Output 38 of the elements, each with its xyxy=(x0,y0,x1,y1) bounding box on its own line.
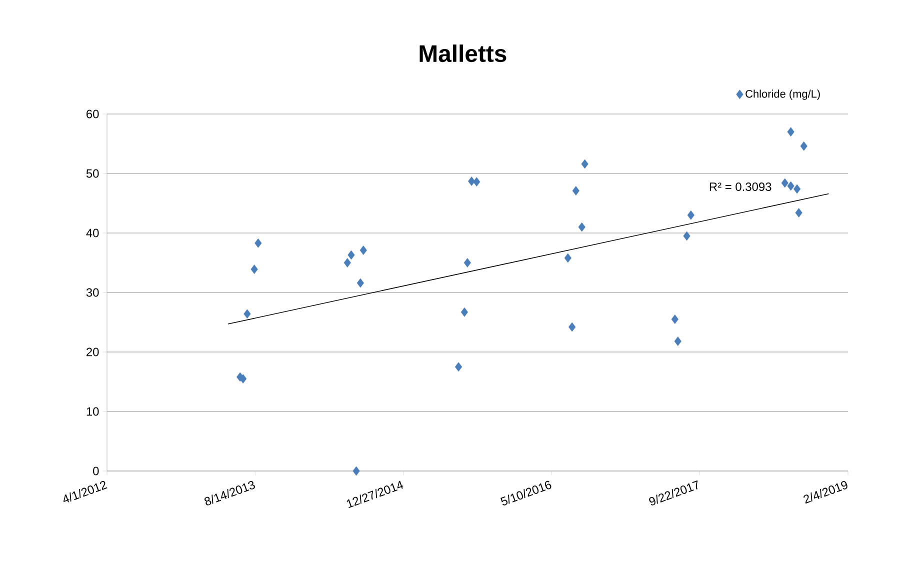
point xyxy=(460,307,468,317)
point xyxy=(244,309,251,319)
point xyxy=(787,127,794,137)
y-tick-label: 60 xyxy=(86,110,99,118)
annotation: R² = 0.3093 xyxy=(710,182,772,191)
point xyxy=(468,176,476,186)
point xyxy=(344,258,351,268)
point xyxy=(787,181,794,191)
point xyxy=(578,222,586,232)
point xyxy=(572,186,580,196)
y-tick-label: 10 xyxy=(86,407,99,416)
legend-label: Chloride (mg/L) xyxy=(746,90,820,100)
chart-title: Malletts xyxy=(420,44,506,62)
point xyxy=(473,177,480,187)
y-tick-label: 20 xyxy=(86,348,99,356)
point xyxy=(674,336,682,346)
point xyxy=(795,208,802,218)
point xyxy=(352,466,360,476)
point xyxy=(254,238,262,248)
point xyxy=(683,231,690,241)
point xyxy=(800,141,808,151)
point xyxy=(568,322,576,332)
point xyxy=(348,250,355,260)
point xyxy=(671,314,678,324)
point xyxy=(781,178,788,188)
point xyxy=(250,264,258,274)
point xyxy=(793,184,801,194)
y-tick-label: 50 xyxy=(86,169,99,178)
y-tick-label: 40 xyxy=(86,228,99,238)
point xyxy=(360,246,367,255)
y-tick-label: 0 xyxy=(93,466,99,476)
y-tick-label: 30 xyxy=(86,288,99,297)
point xyxy=(454,362,462,372)
point xyxy=(564,253,572,263)
point xyxy=(581,159,588,169)
point xyxy=(464,258,471,268)
point xyxy=(687,210,694,220)
point xyxy=(356,278,364,288)
